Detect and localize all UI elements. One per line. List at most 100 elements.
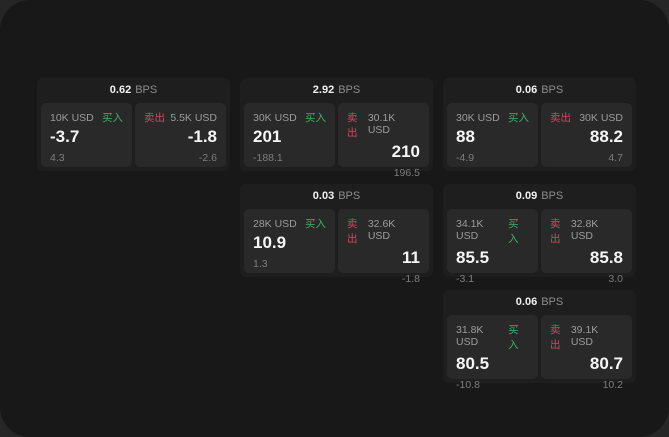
sell-notional: 32.6K USD: [367, 218, 396, 242]
spread-card: 2.92 BPS 30K USD 买入 201 -188.1 卖出 30.1K U…: [240, 78, 433, 179]
sell-tile[interactable]: 卖出 32.8K USD 85.8 3.0: [541, 209, 632, 285]
bps-unit: BPS: [135, 84, 158, 96]
sell-tile[interactable]: 卖出 5.5K USD -1.8 -2.6: [135, 103, 226, 167]
buy-price: 88: [456, 127, 475, 146]
bps-header: 0.09 BPS: [447, 184, 632, 209]
tile-label-row: 卖出 30K USD: [550, 110, 623, 125]
bps-unit: BPS: [541, 84, 564, 96]
buy-price: -3.7: [50, 127, 80, 146]
sell-side-label: 卖出: [550, 112, 571, 124]
bps-header: 2.92 BPS: [244, 78, 429, 103]
buy-price: 85.5: [456, 248, 490, 267]
buy-tile[interactable]: 31.8K USD 买入 80.5 -10.8: [447, 315, 538, 391]
sell-delta: 4.7: [608, 152, 623, 164]
buy-notional: 31.8K USD: [456, 324, 484, 348]
bps-value: 0.09: [515, 190, 538, 202]
bps-unit: BPS: [541, 296, 564, 308]
buy-delta: -3.1: [456, 273, 475, 285]
buy-delta: 4.3: [50, 152, 65, 164]
buy-delta: -188.1: [253, 152, 283, 164]
buy-price: 201: [253, 127, 282, 146]
sell-notional: 39.1K USD: [570, 324, 599, 348]
tiles-row: 28K USD 买入 10.9 1.3 卖出 32.6K USD 11 -1.8: [244, 209, 429, 285]
buy-notional: 34.1K USD: [456, 218, 484, 242]
sell-price: 80.7: [589, 354, 623, 373]
tile-label-row: 30K USD 买入: [253, 110, 326, 125]
buy-tile[interactable]: 28K USD 买入 10.9 1.3: [244, 209, 335, 273]
buy-side-label: 买入: [508, 324, 519, 351]
bps-unit: BPS: [338, 190, 361, 202]
buy-tile[interactable]: 10K USD 买入 -3.7 4.3: [41, 103, 132, 167]
sell-notional: 5.5K USD: [170, 112, 217, 124]
sell-side-label: 卖出: [550, 324, 561, 351]
sell-delta: 196.5: [393, 167, 420, 179]
bps-value: 0.06: [515, 84, 538, 96]
sell-delta: -1.8: [401, 273, 420, 285]
tile-label-row: 卖出 5.5K USD: [144, 110, 217, 125]
spread-card: 0.09 BPS 34.1K USD 买入 85.5 -3.1 卖出 32.8K …: [443, 184, 636, 285]
tile-label-row: 卖出 30.1K USD: [347, 110, 420, 140]
sell-delta: 3.0: [608, 273, 623, 285]
sell-delta: -2.6: [198, 152, 217, 164]
spread-cards-grid: 0.62 BPS 10K USD 买入 -3.7 4.3 卖出 5.5K USD: [37, 78, 636, 391]
buy-tile[interactable]: 30K USD 买入 201 -188.1: [244, 103, 335, 167]
bps-unit: BPS: [338, 84, 361, 96]
buy-side-label: 买入: [305, 218, 326, 230]
sell-tile[interactable]: 卖出 39.1K USD 80.7 10.2: [541, 315, 632, 391]
buy-side-label: 买入: [508, 112, 529, 124]
sell-side-label: 卖出: [144, 112, 165, 124]
tiles-row: 30K USD 买入 88 -4.9 卖出 30K USD 88.2 4.7: [447, 103, 632, 167]
sell-side-label: 卖出: [347, 218, 358, 245]
sell-side-label: 卖出: [550, 218, 561, 245]
sell-tile[interactable]: 卖出 32.6K USD 11 -1.8: [338, 209, 429, 285]
tile-label-row: 28K USD 买入: [253, 216, 326, 231]
buy-side-label: 买入: [305, 112, 326, 124]
buy-side-label: 买入: [508, 218, 519, 245]
sell-notional: 30.1K USD: [367, 112, 396, 136]
bps-value: 0.06: [515, 296, 538, 308]
buy-delta: 1.3: [253, 258, 268, 270]
bps-header: 0.62 BPS: [41, 78, 226, 103]
buy-side-label: 买入: [102, 112, 123, 124]
buy-notional: 30K USD: [253, 112, 297, 124]
buy-notional: 10K USD: [50, 112, 94, 124]
bps-header: 0.06 BPS: [447, 78, 632, 103]
tile-label-row: 34.1K USD 买入: [456, 216, 529, 246]
tile-label-row: 31.8K USD 买入: [456, 322, 529, 352]
sell-side-label: 卖出: [347, 112, 358, 139]
buy-price: 10.9: [253, 233, 287, 252]
buy-tile[interactable]: 34.1K USD 买入 85.5 -3.1: [447, 209, 538, 285]
sell-price: 85.8: [589, 248, 623, 267]
tiles-row: 34.1K USD 买入 85.5 -3.1 卖出 32.8K USD 85.8…: [447, 209, 632, 285]
sell-price: 11: [402, 248, 420, 267]
sell-tile[interactable]: 卖出 30.1K USD 210 196.5: [338, 103, 429, 179]
spread-card: 0.06 BPS 31.8K USD 买入 80.5 -10.8 卖出 39.1K…: [443, 290, 636, 391]
sell-tile[interactable]: 卖出 30K USD 88.2 4.7: [541, 103, 632, 167]
sell-notional: 30K USD: [579, 112, 623, 124]
tile-label-row: 卖出 32.6K USD: [347, 216, 420, 246]
sell-price: -1.8: [187, 127, 217, 146]
sell-delta: 10.2: [602, 379, 623, 391]
spread-card: 0.62 BPS 10K USD 买入 -3.7 4.3 卖出 5.5K USD: [37, 78, 230, 171]
tile-label-row: 卖出 39.1K USD: [550, 322, 623, 352]
bps-header: 0.03 BPS: [244, 184, 429, 209]
buy-delta: -10.8: [456, 379, 480, 391]
buy-tile[interactable]: 30K USD 买入 88 -4.9: [447, 103, 538, 167]
spread-card: 0.03 BPS 28K USD 买入 10.9 1.3 卖出 32.6K USD: [240, 184, 433, 285]
sell-price: 210: [391, 142, 420, 161]
tiles-row: 30K USD 买入 201 -188.1 卖出 30.1K USD 210 1…: [244, 103, 429, 179]
buy-notional: 30K USD: [456, 112, 500, 124]
tiles-row: 10K USD 买入 -3.7 4.3 卖出 5.5K USD -1.8 -2.…: [41, 103, 226, 167]
tile-label-row: 30K USD 买入: [456, 110, 529, 125]
buy-notional: 28K USD: [253, 218, 297, 230]
tiles-row: 31.8K USD 买入 80.5 -10.8 卖出 39.1K USD 80.…: [447, 315, 632, 391]
buy-price: 80.5: [456, 354, 490, 373]
buy-delta: -4.9: [456, 152, 475, 164]
tile-label-row: 卖出 32.8K USD: [550, 216, 623, 246]
tile-label-row: 10K USD 买入: [50, 110, 123, 125]
bps-header: 0.06 BPS: [447, 290, 632, 315]
sell-notional: 32.8K USD: [570, 218, 599, 242]
bps-value: 2.92: [312, 84, 335, 96]
sell-price: 88.2: [589, 127, 623, 146]
